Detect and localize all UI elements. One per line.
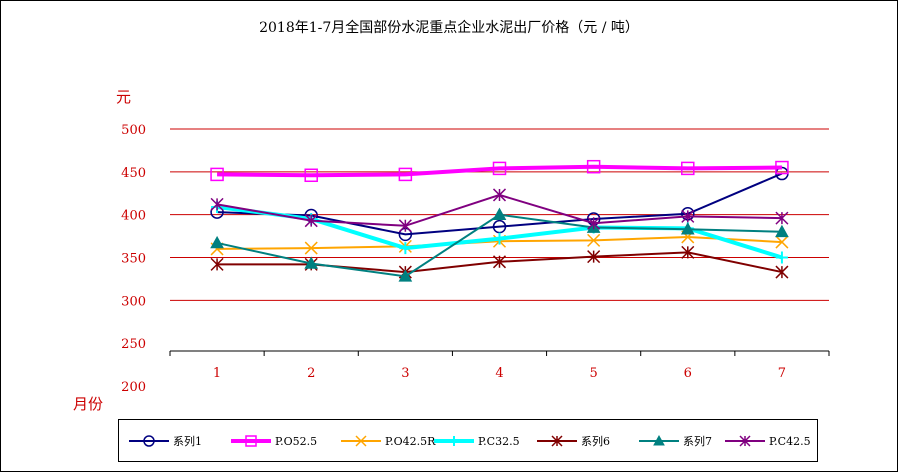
legend-item-3: P.O42.5R — [341, 435, 436, 448]
x-tick-label-5: 5 — [590, 366, 598, 381]
x-axis: 1 2 3 4 5 6 7 — [169, 350, 830, 381]
series-6 — [210, 207, 789, 282]
x-tick-label-6: 6 — [684, 366, 692, 381]
data-point — [398, 269, 413, 282]
x-tick-label-2: 2 — [307, 366, 315, 381]
series-2 — [210, 159, 789, 183]
data-point — [210, 197, 224, 211]
data-point — [449, 436, 459, 446]
data-point — [355, 435, 367, 447]
legend-label: P.O42.5R — [385, 435, 436, 448]
x-tick-label-7: 7 — [778, 366, 786, 381]
data-point — [775, 235, 789, 249]
legend-item-7: P.C42.5 — [725, 435, 811, 448]
data-point — [775, 211, 789, 225]
data-point — [739, 435, 751, 447]
x-tick-label-3: 3 — [401, 366, 409, 381]
data-point — [492, 207, 507, 220]
data-point — [653, 434, 665, 446]
series-line — [217, 164, 782, 178]
legend-item-2: P.O52.5 — [231, 435, 317, 448]
data-point — [587, 250, 601, 264]
y-tick-labels: 200 250 300 350 400 450 500 — [121, 123, 146, 395]
legend: 系列1 P.O52.5 P.O42.5R P.C32.5 系列6 系列7 P.C42.5 — [118, 419, 818, 462]
data-point — [775, 224, 789, 238]
data-point — [398, 219, 412, 233]
series-7 — [210, 188, 789, 233]
data-point — [398, 167, 413, 182]
y-tick-label-450: 450 — [121, 166, 146, 181]
legend-label: P.C32.5 — [478, 435, 520, 448]
data-point — [775, 160, 789, 175]
y-tick-label-350: 350 — [121, 252, 146, 267]
legend-label: 系列7 — [683, 434, 712, 448]
data-point — [680, 222, 695, 235]
data-point — [681, 161, 695, 176]
y-tick-label-400: 400 — [121, 209, 146, 224]
data-point — [304, 214, 318, 228]
legend-item-1: 系列1 — [129, 434, 202, 448]
data-point — [493, 232, 506, 245]
data-point — [586, 159, 601, 174]
data-point — [210, 167, 224, 182]
data-point — [681, 245, 695, 259]
data-point — [492, 188, 507, 202]
legend-item-4: P.C32.5 — [434, 435, 520, 448]
data-point — [492, 161, 507, 176]
chart-title: 2018年1-7月全国部份水泥重点企业水泥出厂价格（元 / 吨） — [259, 20, 639, 36]
legend-label: P.O52.5 — [275, 435, 317, 448]
data-point — [681, 209, 695, 223]
data-point — [399, 242, 412, 255]
y-tick-label-300: 300 — [121, 294, 146, 309]
x-tick-label-1: 1 — [213, 366, 221, 381]
data-point — [304, 241, 318, 255]
data-point — [587, 216, 601, 230]
y-tick-label-200: 200 — [121, 380, 146, 395]
data-point — [304, 168, 318, 183]
data-point — [245, 435, 257, 447]
series-group — [210, 159, 789, 282]
x-axis-title: 月份 — [73, 395, 103, 413]
data-point — [143, 435, 155, 447]
y-tick-label-250: 250 — [121, 337, 146, 352]
data-point — [210, 257, 224, 271]
legend-item-5: 系列6 — [537, 434, 610, 448]
data-point — [775, 265, 789, 279]
data-point — [587, 233, 601, 247]
data-point — [210, 235, 224, 249]
data-point — [551, 435, 563, 447]
legend-label: P.C42.5 — [769, 435, 811, 448]
data-point — [492, 255, 507, 269]
x-tick-label-4: 4 — [495, 366, 503, 381]
data-point — [304, 256, 319, 269]
series-line — [217, 172, 783, 236]
legend-label: 系列6 — [581, 434, 610, 448]
y-axis-title: 元 — [116, 88, 131, 106]
legend-label: 系列1 — [173, 434, 202, 448]
y-tick-label-500: 500 — [121, 123, 146, 138]
legend-item-6: 系列7 — [639, 434, 712, 448]
series-5 — [210, 245, 789, 279]
data-point — [775, 251, 788, 264]
